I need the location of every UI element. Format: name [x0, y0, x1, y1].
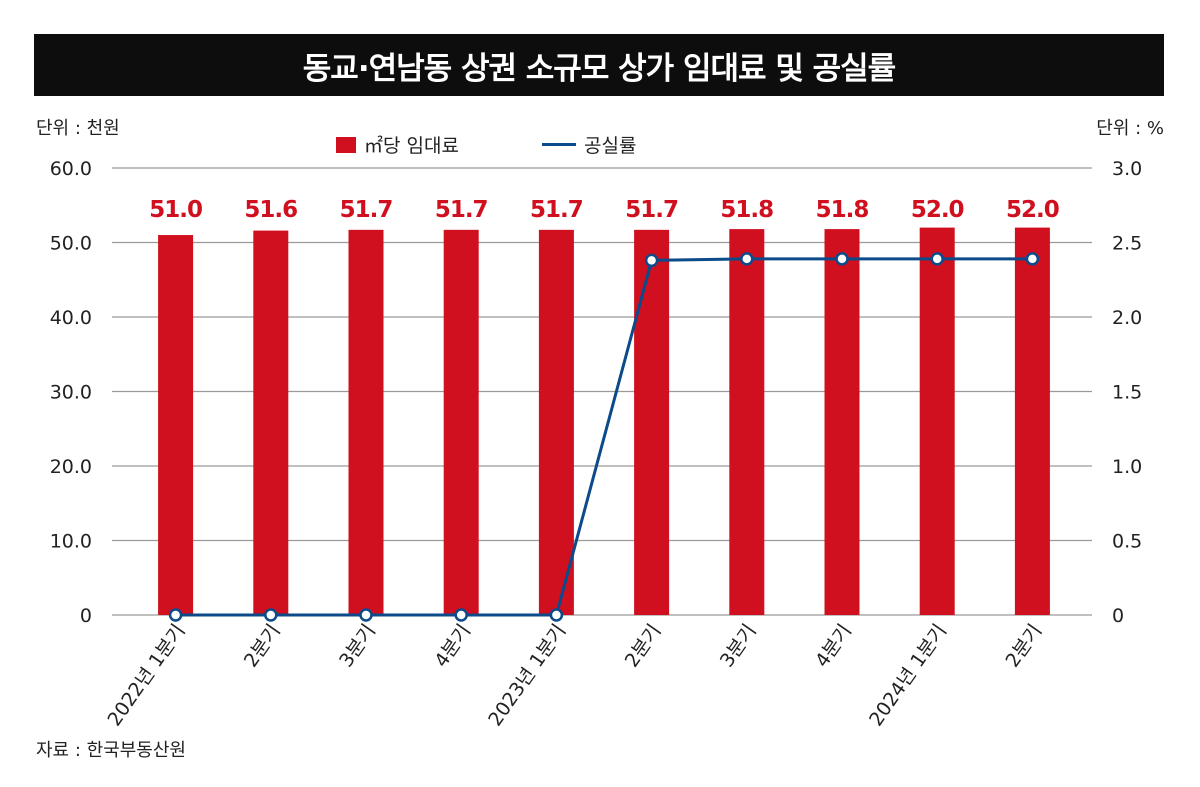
chart-title-bar: 동교·연남동 상권 소규모 상가 임대료 및 공실률	[34, 34, 1164, 96]
rent-bar	[443, 229, 479, 615]
y-left-tick-label: 30.0	[50, 382, 92, 404]
rent-value-label: 51.7	[340, 197, 393, 223]
rent-value-label: 51.8	[720, 197, 773, 223]
y-left-tick-label: 10.0	[50, 531, 92, 553]
vacancy-line	[175, 257, 1033, 617]
right-axis-unit: 단위 : %	[1096, 118, 1164, 139]
y-left-tick-label: 60.0	[50, 158, 92, 180]
y-left-tick-label: 0	[80, 605, 92, 627]
rent-value-label: 51.7	[530, 197, 583, 223]
vacancy-point	[835, 252, 849, 266]
rent-value-label: 52.0	[911, 197, 964, 223]
y-right-tick-label: 0	[1112, 605, 1124, 627]
x-axis-label: 3분기	[716, 620, 761, 671]
x-axis-label: 2분기	[240, 620, 285, 671]
left-axis-unit: 단위 : 천원	[36, 118, 120, 139]
vacancy-point	[454, 608, 468, 622]
y-right-tick-label: 2.0	[1112, 307, 1142, 329]
x-axis-label: 2024년 1분기	[865, 620, 951, 730]
vacancy-point	[930, 252, 944, 266]
rent-value-label: 51.0	[149, 197, 202, 223]
rent-bar	[158, 235, 194, 616]
y-right-tick-label: 2.5	[1112, 233, 1142, 255]
legend-line-swatch	[542, 143, 576, 146]
vacancy-point	[1025, 252, 1040, 266]
x-axis-label: 2분기	[1001, 620, 1046, 671]
rent-value-label: 51.7	[625, 197, 678, 223]
vacancy-point	[264, 608, 278, 622]
x-axis-label: 4분기	[811, 620, 856, 671]
y-right-tick-label: 1.0	[1112, 456, 1142, 478]
vacancy-point	[549, 608, 564, 622]
rent-value-label: 51.8	[816, 197, 869, 223]
x-axis-label: 4분기	[430, 620, 475, 671]
rent-bar	[538, 229, 574, 615]
x-axis-label: 2022년 1분기	[103, 620, 189, 730]
legend-label-vacancy: 공실률	[584, 135, 637, 157]
vacancy-point	[740, 252, 754, 266]
rent-value-label: 51.7	[435, 197, 488, 223]
vacancy-point	[644, 253, 659, 268]
rent-bar	[729, 229, 765, 615]
x-axis-label: 2분기	[621, 620, 666, 671]
legend-bar-swatch	[336, 136, 356, 153]
rent-bar	[1014, 227, 1050, 615]
rent-bar	[824, 229, 860, 615]
rent-bar	[919, 227, 955, 615]
y-left-tick-label: 40.0	[50, 307, 92, 329]
chart-legend: ㎡당 임대료 공실률	[0, 131, 1200, 157]
y-right-tick-label: 1.5	[1112, 382, 1142, 404]
rent-value-label: 52.0	[1006, 197, 1059, 223]
vacancy-point	[359, 608, 373, 622]
legend-item-rent: ㎡당 임대료	[336, 131, 459, 158]
chart-title: 동교·연남동 상권 소규모 상가 임대료 및 공실률	[302, 50, 896, 87]
rent-bar	[253, 230, 289, 615]
y-left-tick-label: 50.0	[50, 233, 92, 255]
rent-value-label: 51.6	[244, 197, 297, 223]
legend-item-vacancy: 공실률	[542, 131, 636, 158]
rent-bar	[634, 229, 670, 615]
source-note: 자료 : 한국부동산원	[36, 740, 186, 761]
x-axis-label: 2023년 1분기	[484, 620, 570, 730]
y-right-tick-label: 3.0	[1112, 158, 1142, 180]
y-right-tick-label: 0.5	[1112, 531, 1142, 553]
y-left-tick-label: 20.0	[50, 456, 92, 478]
x-axis-label: 3분기	[335, 620, 380, 671]
legend-label-rent: ㎡당 임대료	[364, 135, 459, 157]
rent-bar	[348, 229, 384, 615]
vacancy-point	[168, 608, 183, 622]
